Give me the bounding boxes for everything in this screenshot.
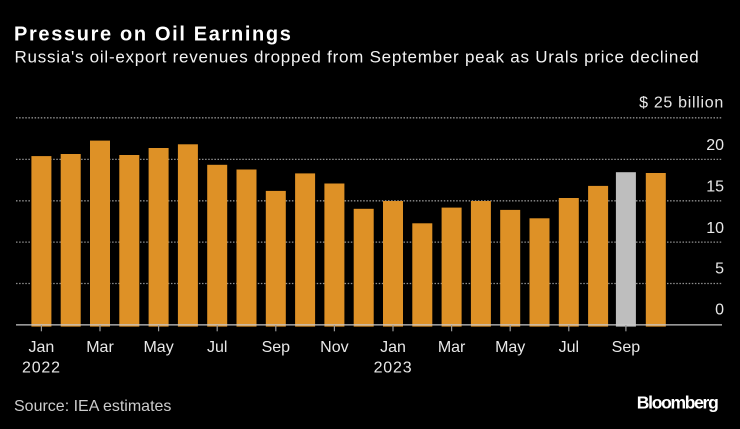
svg-text:15: 15 <box>706 178 724 195</box>
svg-text:Jul: Jul <box>559 339 579 356</box>
svg-text:Nov: Nov <box>320 339 348 356</box>
svg-text:Sep: Sep <box>262 339 291 356</box>
svg-text:Sep: Sep <box>612 339 641 356</box>
svg-text:10: 10 <box>706 220 724 237</box>
svg-text:May: May <box>143 339 173 356</box>
svg-text:Jan: Jan <box>380 339 406 356</box>
svg-text:Pressure on Oil Earnings: Pressure on Oil Earnings <box>14 24 293 46</box>
svg-text:5: 5 <box>715 261 724 278</box>
svg-text:2023: 2023 <box>374 359 413 376</box>
svg-text:May: May <box>495 339 525 356</box>
svg-text:Bloomberg: Bloomberg <box>637 393 718 413</box>
svg-text:Russia's oil-export revenues d: Russia's oil-export revenues dropped fro… <box>15 48 700 67</box>
svg-text:0: 0 <box>715 302 724 319</box>
svg-text:Mar: Mar <box>86 339 114 356</box>
svg-text:Jan: Jan <box>29 339 55 356</box>
svg-text:20: 20 <box>706 137 724 154</box>
svg-text:Jul: Jul <box>207 339 227 356</box>
svg-text:2022: 2022 <box>22 359 61 376</box>
svg-text:Mar: Mar <box>438 339 466 356</box>
svg-text:Source: IEA estimates: Source: IEA estimates <box>14 398 171 415</box>
svg-text:$ 25 billion: $ 25 billion <box>639 94 724 111</box>
